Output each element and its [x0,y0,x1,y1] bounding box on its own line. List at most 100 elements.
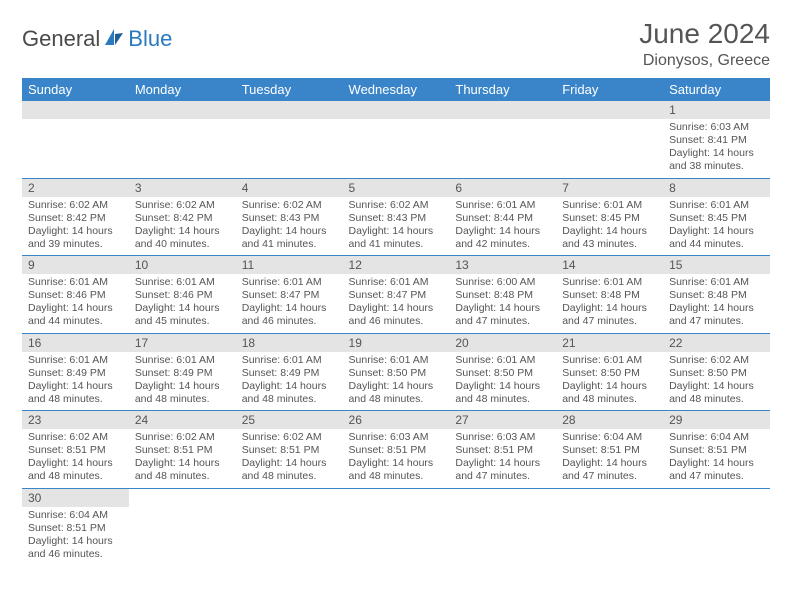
calendar-table: SundayMondayTuesdayWednesdayThursdayFrid… [22,78,770,565]
calendar-body: 1Sunrise: 6:03 AMSunset: 8:41 PMDaylight… [22,101,770,565]
sail-icon [103,27,125,52]
calendar-cell: 22Sunrise: 6:02 AMSunset: 8:50 PMDayligh… [663,333,770,411]
day-details: Sunrise: 6:01 AMSunset: 8:46 PMDaylight:… [22,274,129,333]
calendar-cell: 15Sunrise: 6:01 AMSunset: 8:48 PMDayligh… [663,256,770,334]
day-details: Sunrise: 6:01 AMSunset: 8:45 PMDaylight:… [556,197,663,256]
calendar-cell: 25Sunrise: 6:02 AMSunset: 8:51 PMDayligh… [236,411,343,489]
day-details: Sunrise: 6:04 AMSunset: 8:51 PMDaylight:… [556,429,663,488]
day-number: 21 [556,334,663,352]
calendar-cell: 2Sunrise: 6:02 AMSunset: 8:42 PMDaylight… [22,178,129,256]
calendar-cell: 9Sunrise: 6:01 AMSunset: 8:46 PMDaylight… [22,256,129,334]
day-details: Sunrise: 6:01 AMSunset: 8:49 PMDaylight:… [236,352,343,411]
day-number: 17 [129,334,236,352]
calendar-cell: 30Sunrise: 6:04 AMSunset: 8:51 PMDayligh… [22,488,129,565]
logo-text-general: General [22,26,100,52]
calendar-cell: 11Sunrise: 6:01 AMSunset: 8:47 PMDayligh… [236,256,343,334]
day-details: Sunrise: 6:01 AMSunset: 8:44 PMDaylight:… [449,197,556,256]
day-number: 24 [129,411,236,429]
calendar-cell: 20Sunrise: 6:01 AMSunset: 8:50 PMDayligh… [449,333,556,411]
day-number: 4 [236,179,343,197]
calendar-cell [129,101,236,178]
calendar-cell: 8Sunrise: 6:01 AMSunset: 8:45 PMDaylight… [663,178,770,256]
calendar-cell: 16Sunrise: 6:01 AMSunset: 8:49 PMDayligh… [22,333,129,411]
day-number: 14 [556,256,663,274]
day-number: 28 [556,411,663,429]
day-number: 9 [22,256,129,274]
calendar-cell: 6Sunrise: 6:01 AMSunset: 8:44 PMDaylight… [449,178,556,256]
calendar-cell [663,488,770,565]
calendar-cell [236,101,343,178]
calendar-cell [343,488,450,565]
day-header: Monday [129,78,236,101]
calendar-cell [129,488,236,565]
day-header: Saturday [663,78,770,101]
day-details: Sunrise: 6:01 AMSunset: 8:47 PMDaylight:… [236,274,343,333]
day-details: Sunrise: 6:01 AMSunset: 8:47 PMDaylight:… [343,274,450,333]
day-details: Sunrise: 6:01 AMSunset: 8:50 PMDaylight:… [556,352,663,411]
day-number: 19 [343,334,450,352]
day-details: Sunrise: 6:04 AMSunset: 8:51 PMDaylight:… [663,429,770,488]
header: General Blue June 2024 Dionysos, Greece [22,18,770,70]
day-number: 15 [663,256,770,274]
calendar-row: 16Sunrise: 6:01 AMSunset: 8:49 PMDayligh… [22,333,770,411]
day-details: Sunrise: 6:04 AMSunset: 8:51 PMDaylight:… [22,507,129,566]
day-number: 10 [129,256,236,274]
day-header: Wednesday [343,78,450,101]
day-details: Sunrise: 6:01 AMSunset: 8:48 PMDaylight:… [556,274,663,333]
day-details: Sunrise: 6:01 AMSunset: 8:50 PMDaylight:… [449,352,556,411]
calendar-cell: 3Sunrise: 6:02 AMSunset: 8:42 PMDaylight… [129,178,236,256]
day-number: 3 [129,179,236,197]
calendar-cell: 27Sunrise: 6:03 AMSunset: 8:51 PMDayligh… [449,411,556,489]
day-details: Sunrise: 6:02 AMSunset: 8:43 PMDaylight:… [343,197,450,256]
day-number: 13 [449,256,556,274]
day-details: Sunrise: 6:01 AMSunset: 8:49 PMDaylight:… [22,352,129,411]
day-number: 11 [236,256,343,274]
day-details: Sunrise: 6:01 AMSunset: 8:50 PMDaylight:… [343,352,450,411]
day-number: 20 [449,334,556,352]
day-number: 29 [663,411,770,429]
empty-daynum [343,101,450,119]
day-header: Thursday [449,78,556,101]
day-details: Sunrise: 6:00 AMSunset: 8:48 PMDaylight:… [449,274,556,333]
day-number: 22 [663,334,770,352]
calendar-cell: 17Sunrise: 6:01 AMSunset: 8:49 PMDayligh… [129,333,236,411]
calendar-cell: 24Sunrise: 6:02 AMSunset: 8:51 PMDayligh… [129,411,236,489]
day-number: 5 [343,179,450,197]
calendar-row: 9Sunrise: 6:01 AMSunset: 8:46 PMDaylight… [22,256,770,334]
day-details: Sunrise: 6:01 AMSunset: 8:46 PMDaylight:… [129,274,236,333]
day-details: Sunrise: 6:02 AMSunset: 8:51 PMDaylight:… [129,429,236,488]
day-header: Sunday [22,78,129,101]
day-number: 12 [343,256,450,274]
calendar-cell: 26Sunrise: 6:03 AMSunset: 8:51 PMDayligh… [343,411,450,489]
calendar-cell [22,101,129,178]
calendar-cell: 12Sunrise: 6:01 AMSunset: 8:47 PMDayligh… [343,256,450,334]
logo-text-blue: Blue [128,26,172,52]
calendar-cell: 28Sunrise: 6:04 AMSunset: 8:51 PMDayligh… [556,411,663,489]
day-details: Sunrise: 6:01 AMSunset: 8:48 PMDaylight:… [663,274,770,333]
calendar-cell [556,101,663,178]
logo: General Blue [22,18,172,52]
day-number: 16 [22,334,129,352]
page-title: June 2024 [639,18,770,50]
empty-daynum [236,101,343,119]
day-header-row: SundayMondayTuesdayWednesdayThursdayFrid… [22,78,770,101]
day-number: 6 [449,179,556,197]
calendar-row: 30Sunrise: 6:04 AMSunset: 8:51 PMDayligh… [22,488,770,565]
calendar-cell: 29Sunrise: 6:04 AMSunset: 8:51 PMDayligh… [663,411,770,489]
empty-daynum [22,101,129,119]
empty-daynum [449,101,556,119]
calendar-cell: 10Sunrise: 6:01 AMSunset: 8:46 PMDayligh… [129,256,236,334]
calendar-row: 1Sunrise: 6:03 AMSunset: 8:41 PMDaylight… [22,101,770,178]
day-number: 23 [22,411,129,429]
calendar-cell: 7Sunrise: 6:01 AMSunset: 8:45 PMDaylight… [556,178,663,256]
calendar-cell: 18Sunrise: 6:01 AMSunset: 8:49 PMDayligh… [236,333,343,411]
calendar-row: 2Sunrise: 6:02 AMSunset: 8:42 PMDaylight… [22,178,770,256]
day-details: Sunrise: 6:02 AMSunset: 8:43 PMDaylight:… [236,197,343,256]
day-details: Sunrise: 6:03 AMSunset: 8:51 PMDaylight:… [449,429,556,488]
calendar-cell [449,488,556,565]
calendar-cell: 4Sunrise: 6:02 AMSunset: 8:43 PMDaylight… [236,178,343,256]
title-block: June 2024 Dionysos, Greece [639,18,770,70]
calendar-cell [449,101,556,178]
day-number: 7 [556,179,663,197]
day-number: 8 [663,179,770,197]
